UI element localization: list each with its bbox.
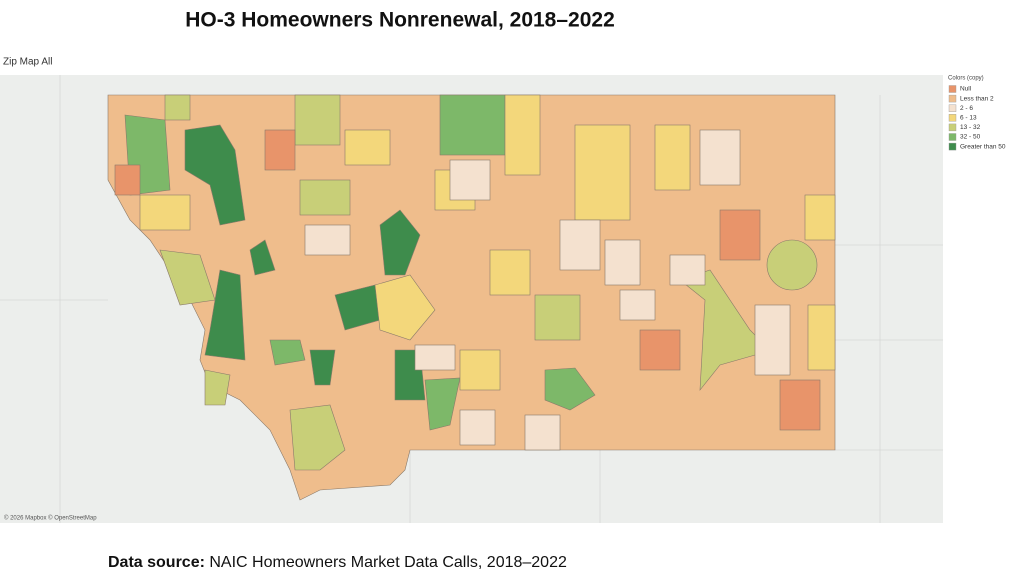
legend-label: Less than 2 [960, 95, 994, 102]
map-borders [0, 75, 943, 523]
legend-label: Null [960, 86, 972, 93]
legend-swatch [948, 85, 957, 93]
legend-label: 6 - 13 [960, 115, 977, 122]
legend-swatch [948, 133, 957, 141]
source-label: Data source: [108, 554, 205, 571]
legend-label: 32 - 50 [960, 134, 981, 141]
map: © 2026 Mapbox © OpenStreetMap [0, 75, 943, 523]
legend-label: 13 - 32 [960, 124, 981, 131]
source-note: Data source: NAIC Homeowners Market Data… [108, 554, 567, 571]
legend: Colors (copy) Null Less than 2 2 - 6 6 - 13… [948, 76, 1006, 151]
legend-swatch [948, 94, 957, 103]
legend-label: Greater than 50 [960, 143, 1006, 150]
legend-swatch [948, 123, 957, 132]
legend-title: Colors (copy) [948, 76, 984, 82]
legend-swatch [948, 104, 957, 112]
montana-zip-areas [107, 94, 836, 501]
legend-label: 2 - 6 [960, 105, 973, 112]
map-attribution: © 2026 Mapbox © OpenStreetMap [4, 515, 97, 522]
title: HO-3 Homeowners Nonrenewal, 2018–2022 [185, 9, 615, 32]
legend-swatch [948, 114, 957, 122]
legend-swatch [948, 142, 957, 151]
source-text: NAIC Homeowners Market Data Calls, 2018–… [209, 554, 567, 571]
sheet-name: Zip Map All [3, 57, 52, 68]
